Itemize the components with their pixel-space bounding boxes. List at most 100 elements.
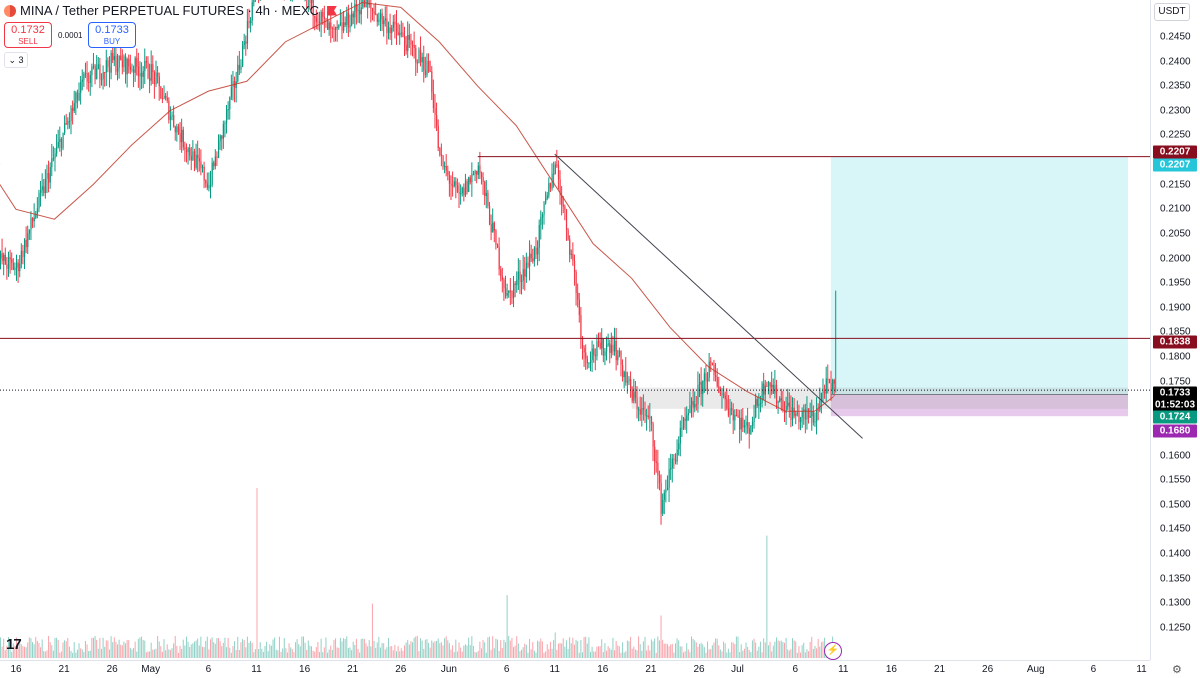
- candle-body: [631, 389, 633, 401]
- candle-body: [482, 177, 484, 182]
- indicators-count: 3: [18, 55, 24, 65]
- volume-bar: [367, 646, 369, 658]
- volume-bar: [201, 646, 203, 658]
- volume-bar: [248, 642, 250, 658]
- candle-body: [229, 97, 231, 110]
- volume-bar: [495, 638, 497, 658]
- candle-body: [649, 416, 651, 418]
- candle-body: [315, 17, 318, 22]
- volume-bar: [232, 646, 234, 658]
- volume-bar: [639, 644, 641, 658]
- price-tag: 0.1838: [1153, 335, 1197, 349]
- volume-bar: [153, 649, 155, 658]
- candle-body: [402, 32, 404, 37]
- candle-body: [599, 342, 601, 349]
- candle-body: [20, 250, 23, 264]
- candle-body: [500, 269, 502, 277]
- volume-bar: [373, 640, 375, 658]
- volume-bar: [471, 636, 473, 658]
- volume-bar: [62, 642, 64, 658]
- volume-bar: [732, 642, 734, 658]
- candle-body: [549, 183, 552, 189]
- tradingview-logo-icon[interactable]: 17: [6, 636, 22, 653]
- volume-bar: [447, 640, 449, 658]
- indicators-toggle-button[interactable]: ⌄ 3: [4, 52, 28, 68]
- flag-icon[interactable]: [327, 5, 338, 16]
- candle-body: [421, 57, 423, 63]
- candle-body: [311, 0, 313, 3]
- volume-bar: [317, 642, 319, 658]
- volume-bar: [681, 646, 683, 658]
- candle-body: [360, 7, 362, 15]
- volume-bar: [125, 643, 127, 658]
- candle-body: [155, 72, 157, 85]
- candle-body: [519, 271, 521, 282]
- candle-body: [594, 355, 597, 357]
- candle-body: [359, 10, 361, 15]
- volume-bar: [137, 638, 139, 658]
- candle-body: [363, 0, 366, 8]
- candle-body: [477, 165, 479, 175]
- candle-body: [206, 183, 208, 189]
- candle-body: [216, 156, 218, 158]
- symbol-title[interactable]: MINA / Tether PERPETUAL FUTURES · 4h · M…: [4, 3, 338, 18]
- candle-body: [509, 290, 512, 292]
- volume-bar: [493, 648, 495, 658]
- candle-body: [508, 290, 510, 293]
- price-chart[interactable]: [0, 0, 1150, 660]
- volume-bar: [404, 645, 406, 658]
- candle-body: [9, 257, 11, 260]
- volume-bar: [264, 645, 266, 658]
- candle-body: [525, 262, 528, 277]
- chart-area[interactable]: [0, 0, 1150, 660]
- candle-body: [149, 78, 151, 81]
- volume-bar: [700, 642, 702, 658]
- time-axis[interactable]: 16 21 26 May 6 11 16 21 26 Jun 6 11 16 21 26 Jul 6 11 16 21…: [0, 660, 1150, 678]
- volume-bar: [56, 637, 58, 658]
- lightning-icon[interactable]: ⚡: [824, 642, 842, 660]
- volume-bar: [792, 638, 794, 658]
- candle-body: [24, 239, 26, 257]
- volume-bar: [692, 638, 694, 658]
- candle-body: [367, 0, 369, 5]
- candle-body: [426, 60, 428, 76]
- candle-body: [32, 217, 34, 222]
- candle-body: [497, 244, 499, 248]
- volume-bar: [274, 637, 276, 658]
- volume-bar: [484, 642, 486, 658]
- volume-bar: [219, 641, 221, 658]
- candle-body: [49, 167, 51, 183]
- volume-bar: [68, 646, 70, 658]
- volume-bar: [469, 645, 471, 658]
- candle-body: [541, 214, 544, 218]
- volume-bar: [477, 651, 479, 658]
- candle-body: [83, 73, 85, 80]
- volume-bar: [65, 641, 67, 658]
- candle-body: [57, 141, 59, 148]
- candle-body: [121, 60, 124, 68]
- time-tick-label: 16: [299, 664, 311, 675]
- volume-bar: [261, 648, 263, 658]
- settings-gear-icon[interactable]: ⚙: [1172, 664, 1182, 676]
- candle-body: [825, 378, 827, 394]
- volume-bar: [652, 641, 654, 658]
- candle-body: [351, 13, 353, 26]
- sell-button[interactable]: 0.1732 SELL: [4, 22, 52, 48]
- time-tick-label: 16: [10, 664, 22, 675]
- volume-bar: [737, 636, 739, 658]
- candle-body: [330, 22, 332, 29]
- candle-body: [463, 187, 465, 196]
- candle-body: [596, 341, 598, 357]
- candle-body: [424, 70, 427, 76]
- candle-body: [221, 135, 223, 139]
- volume-bar: [347, 648, 349, 658]
- volume-bar: [9, 640, 11, 658]
- price-axis[interactable]: 0.24500.24000.23500.23000.22500.22000.21…: [1150, 0, 1200, 660]
- currency-unit-button[interactable]: USDT: [1154, 3, 1190, 21]
- buy-button[interactable]: 0.1733 BUY: [88, 22, 136, 48]
- candle-body: [376, 14, 378, 22]
- candle-body: [195, 154, 197, 168]
- volume-bar: [285, 648, 287, 658]
- candle-body: [493, 222, 495, 231]
- volume-bar: [820, 642, 822, 658]
